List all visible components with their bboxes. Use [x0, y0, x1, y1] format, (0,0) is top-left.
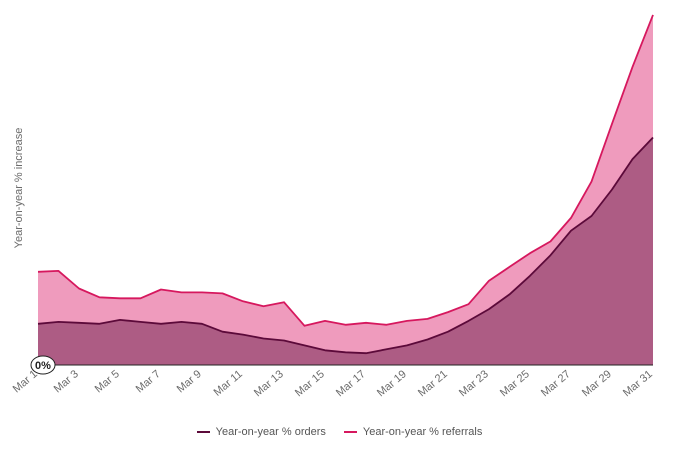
x-tick-label: Mar 9 [175, 368, 204, 395]
x-tick-label: Mar 29 [580, 368, 614, 399]
x-tick-label: Mar 31 [621, 368, 655, 399]
series-areas [38, 14, 653, 366]
zero-marker-badge [30, 355, 56, 375]
zero-marker: 0% [30, 355, 56, 375]
x-tick-label: Mar 5 [93, 368, 122, 395]
x-axis-ticks: Mar 1 Mar 3 Mar 5 Mar 7 Mar 9 Mar 11 Mar 13 Mar… [11, 368, 655, 399]
x-tick-label: Mar 19 [375, 368, 409, 399]
legend: Year-on-year % orders Year-on-year % ref… [0, 424, 679, 440]
x-tick-label: Mar 7 [134, 368, 163, 395]
x-tick-label: Mar 21 [416, 368, 450, 399]
x-tick-label: Mar 23 [457, 368, 491, 399]
area-orders [38, 137, 653, 365]
legend-item-referrals[interactable]: Year-on-year % referrals [343, 426, 483, 438]
y-axis-label: Year-on-year % increase [13, 128, 25, 249]
area-referrals [38, 14, 653, 366]
x-tick-label: Mar 13 [252, 368, 286, 399]
legend-swatch-orders [196, 431, 210, 433]
x-tick-label: Mar 11 [212, 368, 245, 399]
x-tick-label: Mar 17 [334, 368, 368, 399]
line-referrals [37, 14, 654, 327]
x-tick-label: Mar 15 [293, 368, 327, 399]
legend-label-referrals: Year-on-year % referrals [362, 426, 483, 438]
legend-label-orders: Year-on-year % orders [215, 426, 326, 438]
x-tick-label: Mar 3 [52, 368, 81, 395]
x-tick-label: Mar 25 [498, 368, 532, 399]
series-lines [37, 14, 654, 355]
line-orders [37, 136, 654, 355]
legend-item-orders[interactable]: Year-on-year % orders [196, 426, 326, 438]
legend-swatch-referrals [343, 431, 357, 433]
x-tick-label: Mar 27 [539, 368, 573, 399]
zero-label: 0% [35, 360, 51, 372]
